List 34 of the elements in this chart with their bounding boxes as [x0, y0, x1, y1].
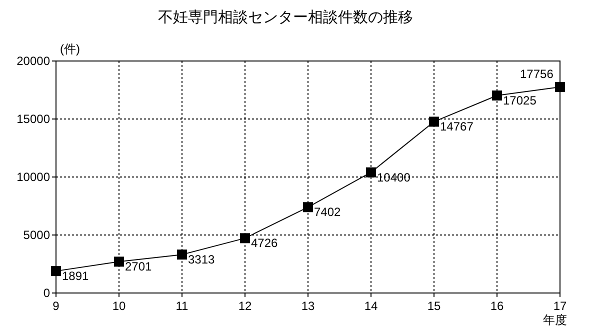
- data-label: 7402: [314, 205, 342, 220]
- data-label: 17756: [520, 67, 554, 82]
- point: [555, 82, 565, 92]
- x-tick-label: 15: [427, 299, 441, 313]
- x-tick-label: 13: [301, 299, 315, 313]
- y-tick-label: 20000: [16, 54, 50, 68]
- x-tick-label: 10: [112, 299, 126, 313]
- data-label: 17025: [503, 94, 537, 108]
- x-tick-label: 17: [553, 299, 567, 313]
- point: [366, 167, 376, 178]
- y-tick-label: 5000: [23, 228, 50, 242]
- chart-title: 不妊専門相談センター相談件数の推移: [158, 9, 413, 26]
- point: [492, 90, 502, 101]
- point: [114, 256, 124, 267]
- point: [240, 233, 250, 244]
- x-axis-title: 年度: [543, 313, 567, 327]
- point: [177, 250, 187, 260]
- x-tick-label: 16: [490, 299, 504, 313]
- data-label: 2701: [125, 260, 152, 274]
- x-tick-label: 9: [52, 299, 60, 313]
- data-label: 14767: [440, 120, 474, 134]
- data-label: 4726: [251, 236, 278, 250]
- x-tick-label: 14: [364, 299, 378, 313]
- point: [51, 266, 61, 276]
- y-axis-title: (件): [60, 42, 80, 56]
- y-tick-label: 10000: [16, 170, 50, 184]
- x-tick-label: 11: [176, 299, 189, 313]
- x-tick-label: 12: [238, 299, 252, 313]
- data-label: 1891: [62, 269, 90, 284]
- data-label: 3313: [188, 252, 216, 267]
- point: [303, 202, 313, 212]
- point: [429, 116, 439, 127]
- y-tick-label: 0: [43, 286, 50, 300]
- y-tick-label: 15000: [16, 112, 50, 126]
